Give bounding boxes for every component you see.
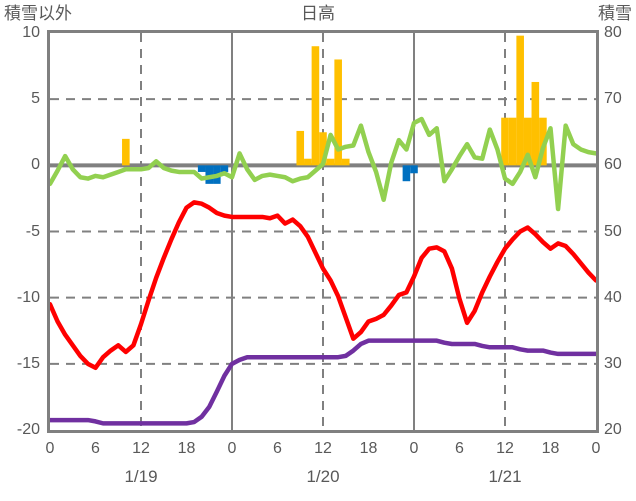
bar (197, 165, 206, 172)
x-tick: 6 (455, 440, 464, 457)
x-tick: 0 (45, 440, 55, 457)
bar (501, 117, 509, 166)
right-axis-title: 積雪 (598, 4, 632, 23)
y-tick-right: 50 (604, 222, 622, 240)
bar (296, 130, 305, 166)
x-tick: 18 (541, 440, 560, 457)
day-label: 1/19 (124, 467, 158, 486)
x-tick: 18 (359, 440, 378, 457)
x-tick: 18 (177, 440, 196, 457)
x-tick: 12 (314, 440, 332, 457)
plot-area (47, 30, 599, 433)
bar (523, 117, 532, 166)
x-tick: 6 (273, 440, 282, 457)
series-line (50, 200, 596, 371)
bar (539, 117, 547, 166)
x-tick: 6 (91, 440, 100, 457)
y-tick-right: 80 (604, 24, 622, 41)
bar (122, 138, 130, 166)
bar (334, 59, 342, 166)
bar (304, 158, 312, 166)
plot-svg (50, 33, 596, 430)
x-tick: 0 (227, 440, 237, 457)
chart-title: 日高 (301, 4, 335, 23)
bar (410, 165, 418, 174)
left-axis-title: 積雪以外 (4, 4, 72, 23)
y-tick-left: 10 (22, 24, 40, 41)
y-tick-right: 70 (604, 90, 622, 108)
y-tick-right: 20 (604, 421, 622, 438)
bar (516, 35, 524, 166)
y-tick-left: -10 (16, 288, 40, 306)
y-tick-left: 0 (31, 156, 40, 174)
bar (220, 165, 229, 172)
y-tick-left: -20 (16, 421, 40, 438)
bar (341, 158, 350, 166)
day-label: 1/20 (306, 467, 340, 486)
series-line (50, 116, 596, 212)
x-tick: 12 (496, 440, 514, 457)
bar (205, 165, 214, 184)
y-tick-right: 60 (604, 156, 622, 174)
bar (531, 81, 540, 166)
y-tick-left: 5 (31, 90, 40, 108)
bar (311, 46, 320, 166)
y-tick-left: -5 (25, 222, 40, 240)
x-tick: 12 (132, 440, 150, 457)
bar (326, 158, 335, 166)
bar (402, 165, 411, 182)
x-tick: 0 (409, 440, 419, 457)
bar (319, 132, 327, 166)
bar (508, 117, 517, 166)
x-tick: 0 (591, 440, 601, 457)
y-tick-right: 30 (604, 354, 622, 372)
day-label: 1/21 (488, 467, 522, 486)
y-tick-left: -15 (16, 354, 40, 372)
y-tick-right: 40 (604, 288, 622, 306)
series-line (50, 338, 596, 426)
